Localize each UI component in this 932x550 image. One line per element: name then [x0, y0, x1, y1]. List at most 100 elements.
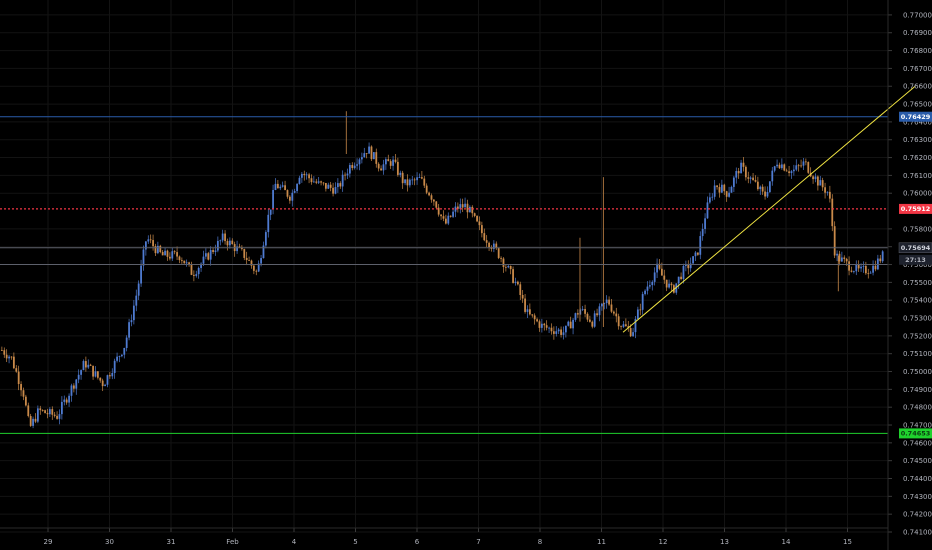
candle-body: [548, 327, 550, 329]
candle-body: [248, 259, 250, 261]
candle-body: [404, 179, 406, 184]
candle-body: [495, 243, 498, 249]
candle-body: [87, 364, 90, 368]
candle-body: [852, 271, 855, 273]
candle-body: [816, 176, 819, 186]
candle-body: [387, 159, 390, 162]
candle-body: [876, 258, 879, 270]
candle-body: [624, 324, 627, 327]
candle-body: [298, 177, 301, 184]
candle-body: [864, 265, 867, 274]
candle-body: [764, 191, 766, 197]
candle-body: [236, 246, 238, 252]
candle-body: [560, 329, 562, 335]
trendline[interactable]: [622, 85, 916, 333]
candle-body: [780, 164, 783, 169]
x-tick-label: 15: [843, 538, 852, 546]
candle-body: [89, 364, 92, 366]
candle-body: [819, 180, 822, 186]
candle-body: [63, 399, 66, 402]
candle-body: [300, 173, 303, 178]
candle-body: [428, 192, 430, 196]
candle-body: [27, 405, 30, 416]
candle-body: [327, 184, 330, 189]
candle-body: [312, 181, 315, 183]
candle-body: [149, 239, 152, 241]
price-axis[interactable]: 0.77000 0.76900 0.76800 0.76700 0.76600 0.765…: [887, 0, 932, 550]
candle-body: [855, 264, 858, 272]
candle-body: [812, 176, 814, 180]
candle-body: [557, 329, 560, 332]
candle-body: [92, 365, 94, 377]
candle-body: [118, 356, 121, 357]
candle-body: [447, 215, 450, 224]
y-tick-label: 0.76200: [903, 154, 932, 162]
candle-body: [843, 257, 846, 259]
candle-body: [636, 309, 639, 320]
candle-body: [51, 409, 54, 415]
candle-body: [629, 328, 632, 337]
candle-body: [332, 187, 334, 194]
trendline-layer[interactable]: [622, 85, 916, 333]
candle-body: [795, 165, 798, 170]
candle-body: [168, 256, 171, 259]
candle-body: [728, 192, 730, 197]
candle-body: [252, 265, 255, 271]
candle-body: [867, 273, 870, 275]
candle-body: [519, 284, 522, 295]
candle-body: [339, 183, 342, 187]
candle-body: [524, 298, 526, 312]
candle-body: [180, 260, 183, 261]
candle-body: [46, 413, 49, 415]
candle-body: [358, 159, 361, 165]
candle-body: [195, 274, 198, 276]
candle-body: [437, 207, 440, 215]
y-tick-label: 0.75000: [903, 368, 932, 376]
candle-body: [610, 304, 613, 312]
candle-body: [12, 356, 15, 369]
candle-body: [504, 266, 507, 268]
candle-body: [656, 263, 658, 273]
candle-body: [360, 157, 363, 160]
candle-body: [423, 178, 426, 186]
y-tick-label: 0.76100: [903, 172, 932, 180]
y-tick-label: 0.76600: [903, 83, 932, 91]
candle-body: [226, 241, 229, 246]
candle-body: [783, 164, 786, 171]
candle-body: [874, 265, 877, 270]
candle-body: [156, 245, 159, 254]
y-tick-label: 0.74700: [903, 422, 932, 430]
candle-body: [341, 174, 344, 187]
candle-body: [526, 309, 529, 312]
candle-body: [56, 415, 58, 419]
candle-body: [778, 164, 781, 169]
candle-body: [336, 183, 339, 188]
candle-body: [848, 261, 850, 271]
y-tick-label: 0.74300: [903, 493, 932, 501]
time-axis[interactable]: 29 30 31 Feb 4 5 6 7 8 11 12 13 14 15: [0, 527, 888, 546]
candle-body: [632, 332, 634, 337]
candle-body: [644, 290, 646, 295]
candle-body: [598, 306, 601, 316]
candle-body: [468, 206, 471, 213]
candle-body: [742, 162, 745, 167]
candle-body: [99, 377, 102, 381]
candle-body: [872, 265, 874, 273]
candle-body: [22, 390, 25, 397]
candle-body: [845, 258, 848, 262]
candle-body: [5, 354, 8, 359]
candle-body: [202, 256, 205, 264]
last-price-badge: [898, 242, 932, 254]
x-tick-label: 5: [353, 538, 357, 546]
candle-body: [608, 299, 610, 305]
x-tick-label: 30: [105, 538, 114, 546]
candle-body: [152, 240, 154, 247]
candle-body: [231, 240, 234, 245]
candle-body: [716, 185, 718, 188]
candle-body: [416, 177, 418, 181]
candle-body: [461, 204, 464, 208]
candle-body: [262, 245, 265, 259]
candle-body: [646, 286, 649, 291]
